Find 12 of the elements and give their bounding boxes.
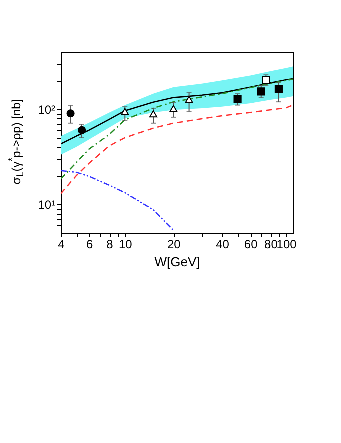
x-axis-title: W[GeV] [154,254,200,270]
x-tick-label: 40 [216,238,230,252]
x-tick-label: 60 [244,238,258,252]
x-tick-label: 8 [106,238,114,252]
x-tick-label: 100 [276,238,298,252]
y-tick-label: 10¹ [38,198,56,212]
y-tick-label: 10² [38,102,56,117]
x-tick-label: 20 [167,238,182,252]
x-tick-label: 4 [58,238,66,252]
x-tick-label: 6 [86,238,94,252]
x-tick-label: 80 [264,238,278,252]
x-tick-label: 10 [118,238,133,252]
